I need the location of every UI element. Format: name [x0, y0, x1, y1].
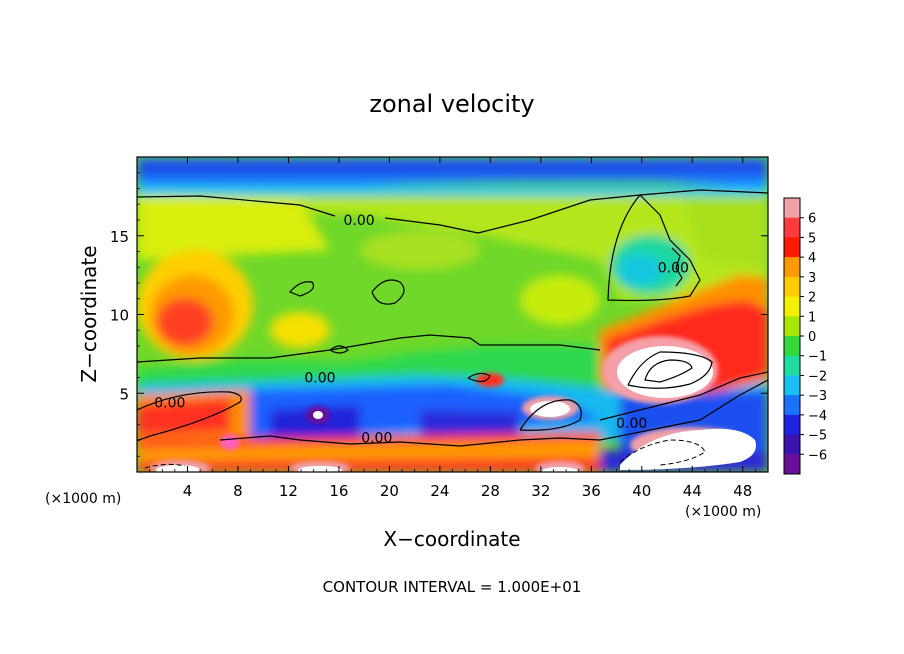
colorbar-swatch: [784, 336, 800, 357]
colorbar-label: −5: [808, 429, 827, 444]
x-unit-right: (×1000 m): [685, 504, 761, 520]
y-tick-label: 5: [119, 385, 129, 403]
contour-label: 0.00: [344, 213, 375, 229]
x-tick-label: 28: [481, 482, 500, 500]
colorbar-label: −3: [808, 389, 827, 404]
colorbar-swatch: [784, 217, 800, 238]
colorbar-label: −4: [808, 409, 827, 424]
colorbar-label: −2: [808, 369, 827, 384]
contour-interval-note: CONTOUR INTERVAL = 1.000E+01: [323, 578, 582, 596]
x-tick-label: 40: [632, 482, 651, 500]
colorbar-swatch: [784, 276, 800, 298]
x-tick-label: 44: [683, 482, 702, 500]
x-tick-label: 48: [733, 482, 752, 500]
colorbar-label: −6: [808, 448, 827, 463]
colorbar-swatch: [784, 454, 800, 475]
colorbar-label: 5: [808, 231, 816, 246]
contour-labels: 0.00 0.00 0.00 0.00 0.00 0.00: [154, 213, 689, 446]
colorbar-swatch: [784, 434, 800, 455]
x-tick-label: 4: [183, 482, 193, 500]
x-axis-title: X−coordinate: [383, 527, 520, 551]
y-axis: 5 10 15: [110, 172, 768, 457]
x-axis: 4 8 12 16 20 24 28 32 36 40 44 48: [149, 157, 756, 500]
colorbar: 6 5 4 3 2 1 0 −1 −2 −3 −4 −5 −6: [783, 197, 827, 475]
colorbar-swatch: [784, 355, 800, 376]
y-tick-label: 10: [110, 307, 129, 325]
colorbar-swatch: [784, 414, 800, 436]
colorbar-swatch: [784, 395, 800, 416]
contour-label: 0.00: [361, 430, 392, 446]
colorbar-label: 2: [808, 291, 816, 306]
colorbar-label: 1: [808, 310, 816, 325]
y-axis-title: Z−coordinate: [77, 245, 101, 382]
colorbar-swatch: [784, 316, 800, 337]
contour-label: 0.00: [658, 260, 689, 276]
colorbar-swatch: [784, 198, 800, 219]
x-tick-label: 8: [233, 482, 243, 500]
velocity-field: 0.00 0.00 0.00 0.00 0.00 0.00: [137, 157, 768, 472]
contour-lines: [137, 189, 768, 447]
contour-label: 0.00: [154, 396, 185, 412]
colorbar-label: 3: [808, 271, 816, 286]
colorbar-swatch: [784, 257, 800, 278]
colorbar-label: 0: [808, 330, 816, 345]
contour-label: 0.00: [616, 416, 647, 432]
contour-label: 0.00: [304, 371, 335, 387]
x-tick-label: 12: [279, 482, 298, 500]
colorbar-swatch: [784, 237, 800, 258]
colorbar-swatch: [784, 375, 800, 396]
colorbar-label: 4: [808, 251, 816, 266]
y-tick-label: 15: [110, 228, 129, 246]
colorbar-label: 6: [808, 212, 816, 227]
x-tick-label: 24: [430, 482, 449, 500]
x-tick-label: 16: [329, 482, 348, 500]
x-tick-label: 32: [531, 482, 550, 500]
colorbar-swatch: [784, 296, 800, 317]
chart-title: zonal velocity: [369, 90, 534, 118]
colorbar-label: −1: [808, 350, 827, 365]
x-unit-left: (×1000 m): [45, 491, 121, 507]
x-tick-label: 20: [380, 482, 399, 500]
x-tick-label: 36: [582, 482, 601, 500]
